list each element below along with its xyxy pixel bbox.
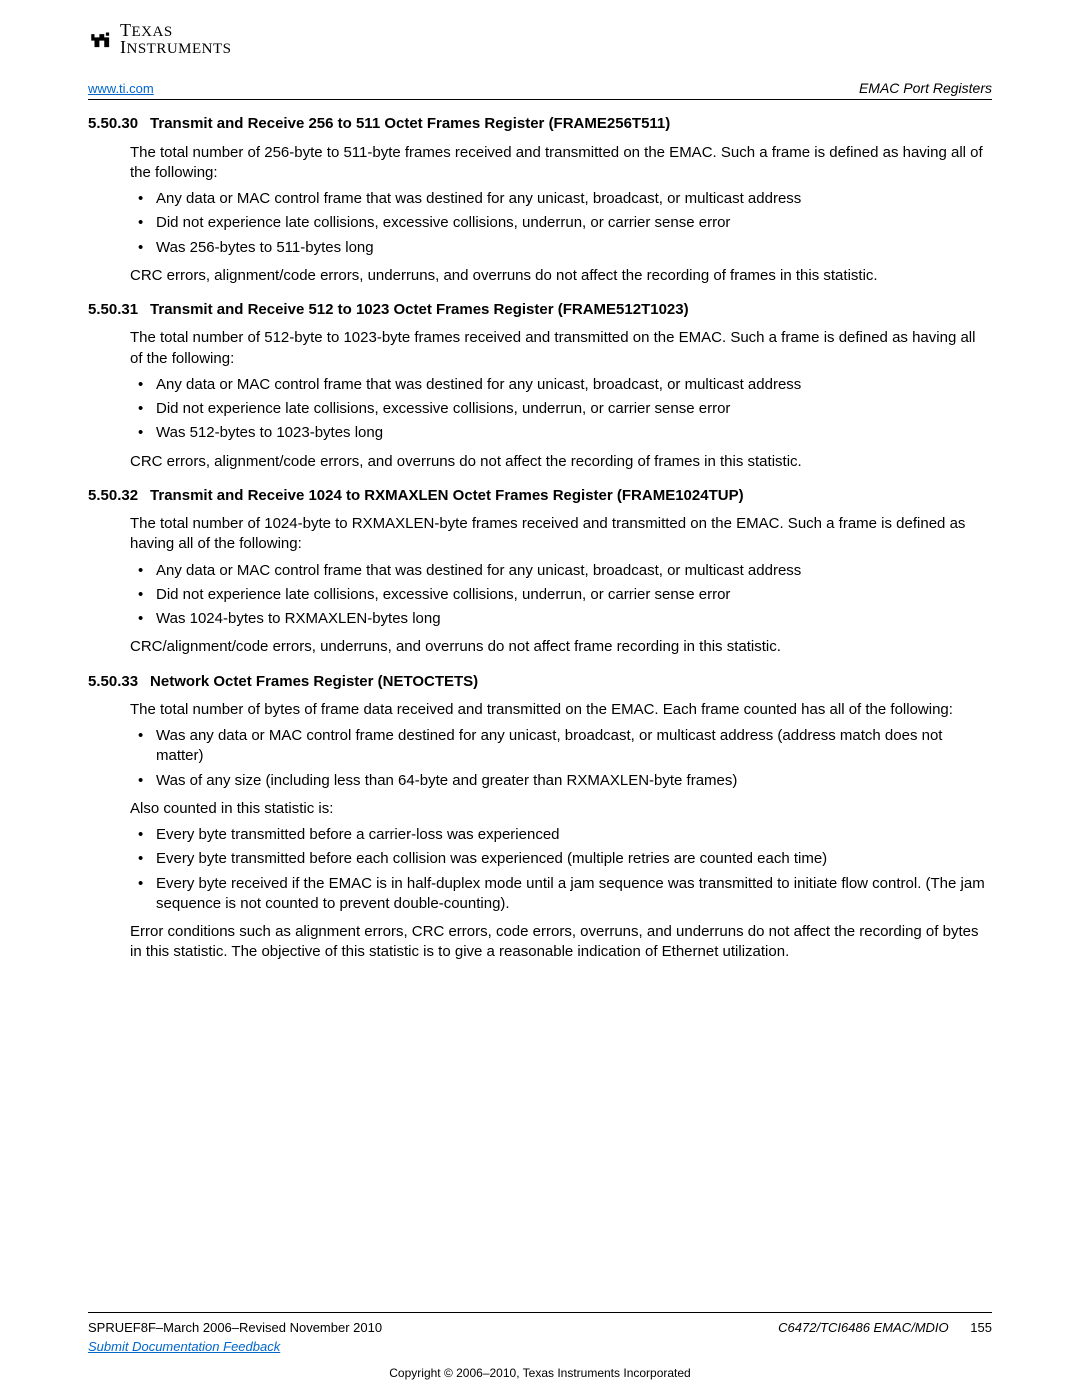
section-intro: The total number of 256-byte to 511-byte… — [130, 143, 992, 184]
section-5-50-33: 5.50.33 Network Octet Frames Register (N… — [88, 672, 992, 963]
section-heading: 5.50.30 Transmit and Receive 256 to 511 … — [88, 114, 992, 134]
section-number: 5.50.31 — [88, 300, 138, 320]
footer-row: SPRUEF8F–March 2006–Revised November 201… — [88, 1319, 992, 1337]
list-item: Every byte transmitted before each colli… — [130, 849, 992, 869]
section-body: The total number of 256-byte to 511-byte… — [130, 143, 992, 287]
section-intro: The total number of 512-byte to 1023-byt… — [130, 328, 992, 369]
ti-logo-text: TEXAS INSTRUMENTS — [120, 22, 232, 57]
ti-logo: TEXAS INSTRUMENTS — [88, 22, 992, 57]
section-number: 5.50.33 — [88, 672, 138, 692]
logo-line2: INSTRUMENTS — [120, 39, 232, 56]
list-item: Was 256-bytes to 511-bytes long — [130, 238, 992, 258]
page-header: www.ti.com EMAC Port Registers — [88, 79, 992, 101]
footer-rule — [88, 1312, 992, 1313]
section-outro: Error conditions such as alignment error… — [130, 922, 992, 963]
list-item: Was 512-bytes to 1023-bytes long — [130, 423, 992, 443]
section-title: Transmit and Receive 256 to 511 Octet Fr… — [150, 114, 670, 134]
copyright-text: Copyright © 2006–2010, Texas Instruments… — [0, 1365, 1080, 1381]
footer-right: C6472/TCI6486 EMAC/MDIO 155 — [778, 1319, 992, 1337]
list-item: Was of any size (including less than 64-… — [130, 771, 992, 791]
bullet-list: Was any data or MAC control frame destin… — [130, 726, 992, 791]
list-item: Every byte received if the EMAC is in ha… — [130, 874, 992, 915]
section-intro: The total number of bytes of frame data … — [130, 700, 992, 720]
section-number: 5.50.30 — [88, 114, 138, 134]
list-item: Did not experience late collisions, exce… — [130, 585, 992, 605]
header-url-link[interactable]: www.ti.com — [88, 80, 154, 98]
section-outro: CRC errors, alignment/code errors, and o… — [130, 452, 992, 472]
bullet-list: Any data or MAC control frame that was d… — [130, 375, 992, 444]
ti-logo-icon — [88, 26, 114, 52]
bullet-list: Any data or MAC control frame that was d… — [130, 561, 992, 630]
bullet-list: Any data or MAC control frame that was d… — [130, 189, 992, 258]
section-title: Transmit and Receive 512 to 1023 Octet F… — [150, 300, 689, 320]
bullet-list-2: Every byte transmitted before a carrier-… — [130, 825, 992, 914]
section-5-50-30: 5.50.30 Transmit and Receive 256 to 511 … — [88, 114, 992, 286]
section-heading: 5.50.32 Transmit and Receive 1024 to RXM… — [88, 486, 992, 506]
section-intro: The total number of 1024-byte to RXMAXLE… — [130, 514, 992, 555]
section-heading: 5.50.31 Transmit and Receive 512 to 1023… — [88, 300, 992, 320]
list-item: Did not experience late collisions, exce… — [130, 213, 992, 233]
list-item: Any data or MAC control frame that was d… — [130, 561, 992, 581]
section-outro: CRC/alignment/code errors, underruns, an… — [130, 637, 992, 657]
list-item: Was any data or MAC control frame destin… — [130, 726, 992, 767]
header-section-title: EMAC Port Registers — [859, 79, 992, 98]
section-5-50-32: 5.50.32 Transmit and Receive 1024 to RXM… — [88, 486, 992, 658]
list-item: Did not experience late collisions, exce… — [130, 399, 992, 419]
section-outro: CRC errors, alignment/code errors, under… — [130, 266, 992, 286]
list-item: Was 1024-bytes to RXMAXLEN-bytes long — [130, 609, 992, 629]
list-item: Any data or MAC control frame that was d… — [130, 189, 992, 209]
section-number: 5.50.32 — [88, 486, 138, 506]
footer-doc-title: C6472/TCI6486 EMAC/MDIO — [778, 1320, 949, 1335]
section-body: The total number of bytes of frame data … — [130, 700, 992, 963]
submit-feedback-link[interactable]: Submit Documentation Feedback — [88, 1339, 280, 1354]
section-mid: Also counted in this statistic is: — [130, 799, 992, 819]
section-body: The total number of 1024-byte to RXMAXLE… — [130, 514, 992, 658]
section-title: Network Octet Frames Register (NETOCTETS… — [150, 672, 478, 692]
section-heading: 5.50.33 Network Octet Frames Register (N… — [88, 672, 992, 692]
footer-doc-id: SPRUEF8F–March 2006–Revised November 201… — [88, 1319, 382, 1337]
section-title: Transmit and Receive 1024 to RXMAXLEN Oc… — [150, 486, 744, 506]
list-item: Any data or MAC control frame that was d… — [130, 375, 992, 395]
page-number: 155 — [970, 1320, 992, 1335]
section-5-50-31: 5.50.31 Transmit and Receive 512 to 1023… — [88, 300, 992, 472]
list-item: Every byte transmitted before a carrier-… — [130, 825, 992, 845]
logo-line1: TEXAS — [120, 22, 232, 39]
section-body: The total number of 512-byte to 1023-byt… — [130, 328, 992, 472]
page-footer: SPRUEF8F–March 2006–Revised November 201… — [88, 1312, 992, 1357]
